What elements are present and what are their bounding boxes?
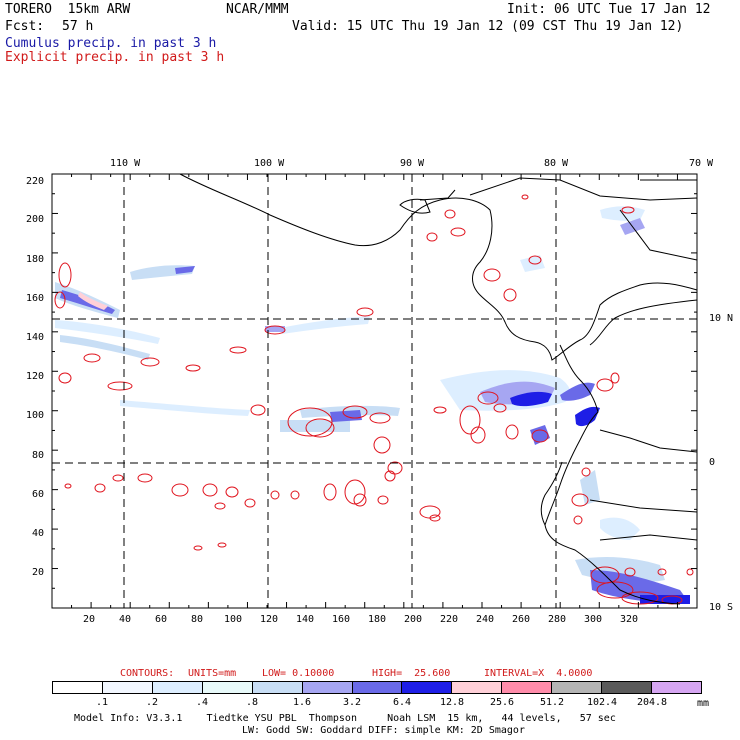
axis-ticks <box>51 173 698 609</box>
y-tick-label: 160 <box>26 293 45 304</box>
x-tick-label: 220 <box>440 614 459 625</box>
legend-cumulus-precip: Cumulus precip. in past 3 h <box>5 36 217 51</box>
lat-label-10n: 10 N <box>709 313 734 324</box>
colorbar-label: .1 <box>95 697 109 708</box>
colorbar-unit: mm <box>697 698 710 709</box>
x-tick-label: 180 <box>368 614 387 625</box>
legend-explicit-precip: Explicit precip. in past 3 h <box>5 50 225 65</box>
lon-label-80w: 80 W <box>544 158 569 169</box>
y-tick-label: 220 <box>26 176 45 187</box>
init-time: Init: 06 UTC Tue 17 Jan 12 <box>507 2 711 17</box>
explicit-precip-contours <box>54 194 694 605</box>
x-tick-label: 120 <box>260 614 279 625</box>
colorbar-label: .4 <box>195 697 209 708</box>
colorbar-swatch <box>302 682 353 693</box>
colorbar-swatch <box>202 682 253 693</box>
model-info-line: Model Info: V3.3.1 Tiedtke YSU PBL Thomp… <box>74 713 616 724</box>
colorbar-label: 6.4 <box>392 697 412 708</box>
colorbar-swatch <box>452 682 503 693</box>
forecast-hour: 57 h <box>62 19 94 34</box>
colorbar-swatch <box>652 682 701 693</box>
x-tick-label: 260 <box>512 614 531 625</box>
colorbar-label: .8 <box>245 697 259 708</box>
colorbar-label: 51.2 <box>539 697 565 708</box>
x-tick-label: 80 <box>191 614 204 625</box>
colorbar-label: 25.6 <box>489 697 515 708</box>
graticule <box>52 174 697 608</box>
x-tick-label: 100 <box>224 614 243 625</box>
contour-interval: INTERVAL=X 4.0000 <box>484 668 593 679</box>
y-tick-label: 80 <box>32 450 45 461</box>
x-tick-label: 160 <box>332 614 351 625</box>
colorbar-label: 1.6 <box>292 697 312 708</box>
contour-units: UNITS=mm <box>188 668 237 679</box>
colorbar-swatch <box>53 682 103 693</box>
coastlines <box>179 173 698 605</box>
x-tick-label: 300 <box>584 614 603 625</box>
colorbar-swatch <box>102 682 153 693</box>
x-tick-label: 40 <box>119 614 132 625</box>
colorbar-label: 102.4 <box>586 697 618 708</box>
lon-label-70w: 70 W <box>689 158 714 169</box>
forecast-label: Fcst: <box>5 19 45 34</box>
colorbar-swatch <box>152 682 203 693</box>
colorbar-swatch <box>252 682 303 693</box>
contour-title: CONTOURS: <box>120 668 175 679</box>
x-tick-label: 320 <box>620 614 639 625</box>
x-tick-label: 140 <box>296 614 315 625</box>
y-tick-label: 40 <box>32 528 45 539</box>
lat-label-10s: 10 S <box>709 602 734 613</box>
colorbar-label: 204.8 <box>636 697 668 708</box>
colorbar-swatch <box>352 682 403 693</box>
colorbar-swatch <box>552 682 603 693</box>
x-tick-label: 60 <box>155 614 168 625</box>
plot-frame <box>51 173 698 609</box>
physics-info-line: LW: Godd SW: Goddard DIFF: simple KM: 2D… <box>242 725 525 736</box>
x-tick-label: 280 <box>548 614 567 625</box>
y-tick-label: 200 <box>26 214 45 225</box>
colorbar-label: 3.2 <box>342 697 362 708</box>
precip-colorbar <box>52 681 702 694</box>
lon-label-100w: 100 W <box>254 158 285 169</box>
lon-label-90w: 90 W <box>400 158 425 169</box>
y-tick-label: 20 <box>32 567 45 578</box>
lat-label-0: 0 <box>709 457 716 468</box>
y-tick-label: 100 <box>26 410 45 421</box>
x-tick-label: 200 <box>404 614 423 625</box>
y-tick-label: 120 <box>26 371 45 382</box>
colorbar-swatch <box>502 682 553 693</box>
colorbar-label: .2 <box>145 697 159 708</box>
organization: NCAR/MMM <box>226 2 289 17</box>
lon-label-110w: 110 W <box>110 158 141 169</box>
x-tick-label: 20 <box>83 614 96 625</box>
contour-high: HIGH= 25.600 <box>372 668 451 679</box>
contour-low: LOW= 0.10000 <box>262 668 335 679</box>
y-tick-label: 140 <box>26 332 45 343</box>
colorbar-label: 12.8 <box>439 697 465 708</box>
y-tick-label: 60 <box>32 489 45 500</box>
y-tick-label: 180 <box>26 254 45 265</box>
colorbar-swatch <box>602 682 653 693</box>
model-name: TORERO 15km ARW <box>5 2 131 17</box>
x-tick-label: 240 <box>476 614 495 625</box>
colorbar-swatch <box>402 682 453 693</box>
valid-time: Valid: 15 UTC Thu 19 Jan 12 (09 CST Thu … <box>292 19 684 34</box>
